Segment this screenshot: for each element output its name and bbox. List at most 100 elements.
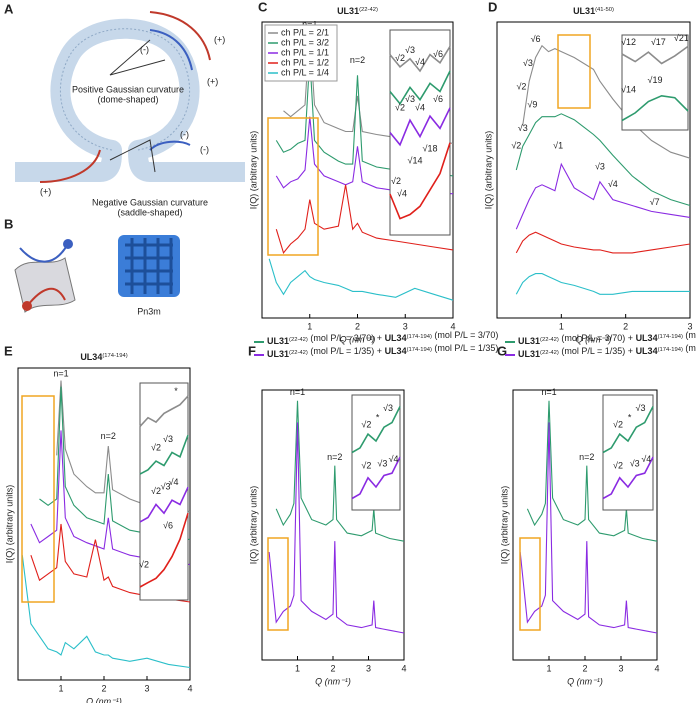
series-line xyxy=(139,486,189,523)
peak-label: * xyxy=(174,386,178,396)
x-tick-label: 4 xyxy=(187,683,192,693)
series-line xyxy=(351,406,401,454)
peak-label: √4 xyxy=(397,188,407,198)
peak-label: √1 xyxy=(553,141,563,151)
x-axis-label: Q (nm⁻¹) xyxy=(567,676,603,686)
series-line xyxy=(351,456,401,500)
peak-label: √3 xyxy=(377,458,387,468)
peak-label: √3 xyxy=(630,458,640,468)
peak-label: √9 xyxy=(527,99,537,109)
y-axis-label: I(Q) (arbitrary units) xyxy=(499,486,509,565)
x-tick-label: 2 xyxy=(101,683,106,693)
peak-label: n=2 xyxy=(101,431,116,441)
x-axis-label: Q (nm⁻¹) xyxy=(576,334,612,344)
highlight-box xyxy=(267,537,289,631)
curvature-sign: (+) xyxy=(207,76,218,86)
peak-label: √3 xyxy=(161,482,171,492)
y-axis-label: I(Q) (arbitrary units) xyxy=(248,486,258,565)
series-line xyxy=(515,273,690,295)
series-line xyxy=(602,456,654,500)
inset-frame xyxy=(139,382,189,601)
peak-label: √2 xyxy=(395,102,405,112)
saddle-diagram xyxy=(14,235,180,313)
x-axis-label: Q (nm⁻¹) xyxy=(86,696,122,703)
legend-label: UL31(22-42) (mol P/L = 1/35) + UL34(174-… xyxy=(267,344,498,360)
curvature-sign: (-) xyxy=(140,44,149,54)
panel-label: E xyxy=(4,343,13,358)
series-line xyxy=(515,231,691,254)
blue-arrow xyxy=(149,140,191,151)
curvature-sign: (-) xyxy=(200,144,209,154)
peak-label: √3 xyxy=(636,403,646,413)
cubic-lattice xyxy=(125,238,173,294)
legend-label: UL31(22-42) (mol P/L = 3/70) + UL34(174-… xyxy=(267,331,498,347)
peak-label: √6 xyxy=(433,94,443,104)
peak-label: √7 xyxy=(650,197,660,207)
panel-label: C xyxy=(258,0,268,14)
series-line xyxy=(515,162,691,230)
x-tick-label: 4 xyxy=(654,663,659,673)
peak-label: n=2 xyxy=(579,452,594,462)
peak-label: √3 xyxy=(518,123,528,133)
peak-label: √6 xyxy=(531,34,541,44)
highlight-box xyxy=(267,117,319,256)
peak-label: n=1 xyxy=(302,19,317,29)
y-axis-label: I(Q) (arbitrary units) xyxy=(483,131,493,210)
x-tick-label: 3 xyxy=(403,321,408,331)
chart-title: UL31(41-50) xyxy=(573,6,614,16)
x-tick-label: 4 xyxy=(450,321,455,331)
peak-label: √2 xyxy=(395,53,405,63)
legend-label: ch P/L = 1/1 xyxy=(281,47,329,57)
legend-label: ch P/L = 1/2 xyxy=(281,57,329,67)
peak-label: * xyxy=(376,412,380,422)
series-line xyxy=(30,523,191,603)
peak-label: √3 xyxy=(163,434,173,444)
peak-label: * xyxy=(628,412,632,422)
series-line xyxy=(519,422,658,634)
membrane-diagram xyxy=(15,11,245,183)
series-line xyxy=(522,44,691,159)
peak-label: √4 xyxy=(415,57,425,67)
panel-label: D xyxy=(488,0,497,14)
peak-label: √6 xyxy=(163,521,173,531)
peak-label: √6 xyxy=(433,49,443,59)
plus-sign xyxy=(22,301,32,311)
series-line xyxy=(621,45,689,65)
blue-curve xyxy=(19,239,71,263)
series-line xyxy=(30,430,191,566)
saddle xyxy=(14,257,76,313)
peak-label: √18 xyxy=(423,143,438,153)
diagram-label: Positive Gaussian curvature xyxy=(72,84,184,94)
x-tick-label: 4 xyxy=(401,663,406,673)
peak-label: √2 xyxy=(511,141,521,151)
peak-label: √14 xyxy=(408,156,423,166)
curvature-sign: (+) xyxy=(214,34,225,44)
red-curve xyxy=(27,287,66,306)
panel-label: B xyxy=(4,216,13,231)
highlight-box xyxy=(519,537,541,631)
series-line xyxy=(602,406,654,454)
chart-title: UL31(22-42) xyxy=(337,6,378,16)
peak-label: √2 xyxy=(613,419,623,429)
x-tick-label: 2 xyxy=(330,663,335,673)
inset-frame xyxy=(351,394,401,511)
series-line xyxy=(21,555,191,669)
series-line xyxy=(526,400,658,542)
peak-label: √3 xyxy=(595,161,605,171)
peak-label: √12 xyxy=(621,37,636,47)
peak-label: √2 xyxy=(361,419,371,429)
x-tick-label: 1 xyxy=(546,663,551,673)
panel-label: G xyxy=(497,343,507,358)
peak-label: √14 xyxy=(621,84,636,94)
peak-label: √4 xyxy=(608,179,618,189)
peak-label: √4 xyxy=(415,102,425,112)
peak-label: √2 xyxy=(391,176,401,186)
bilayer xyxy=(15,151,245,182)
diagram-label: (saddle-shaped) xyxy=(117,207,182,217)
series-line xyxy=(275,184,454,255)
blue-arrow xyxy=(149,29,193,71)
chart-title: UL34(174-194) xyxy=(80,352,127,362)
pointer-lines xyxy=(109,39,166,173)
inset-frame xyxy=(389,29,451,236)
y-axis-label: I(Q) (arbitrary units) xyxy=(248,131,258,210)
